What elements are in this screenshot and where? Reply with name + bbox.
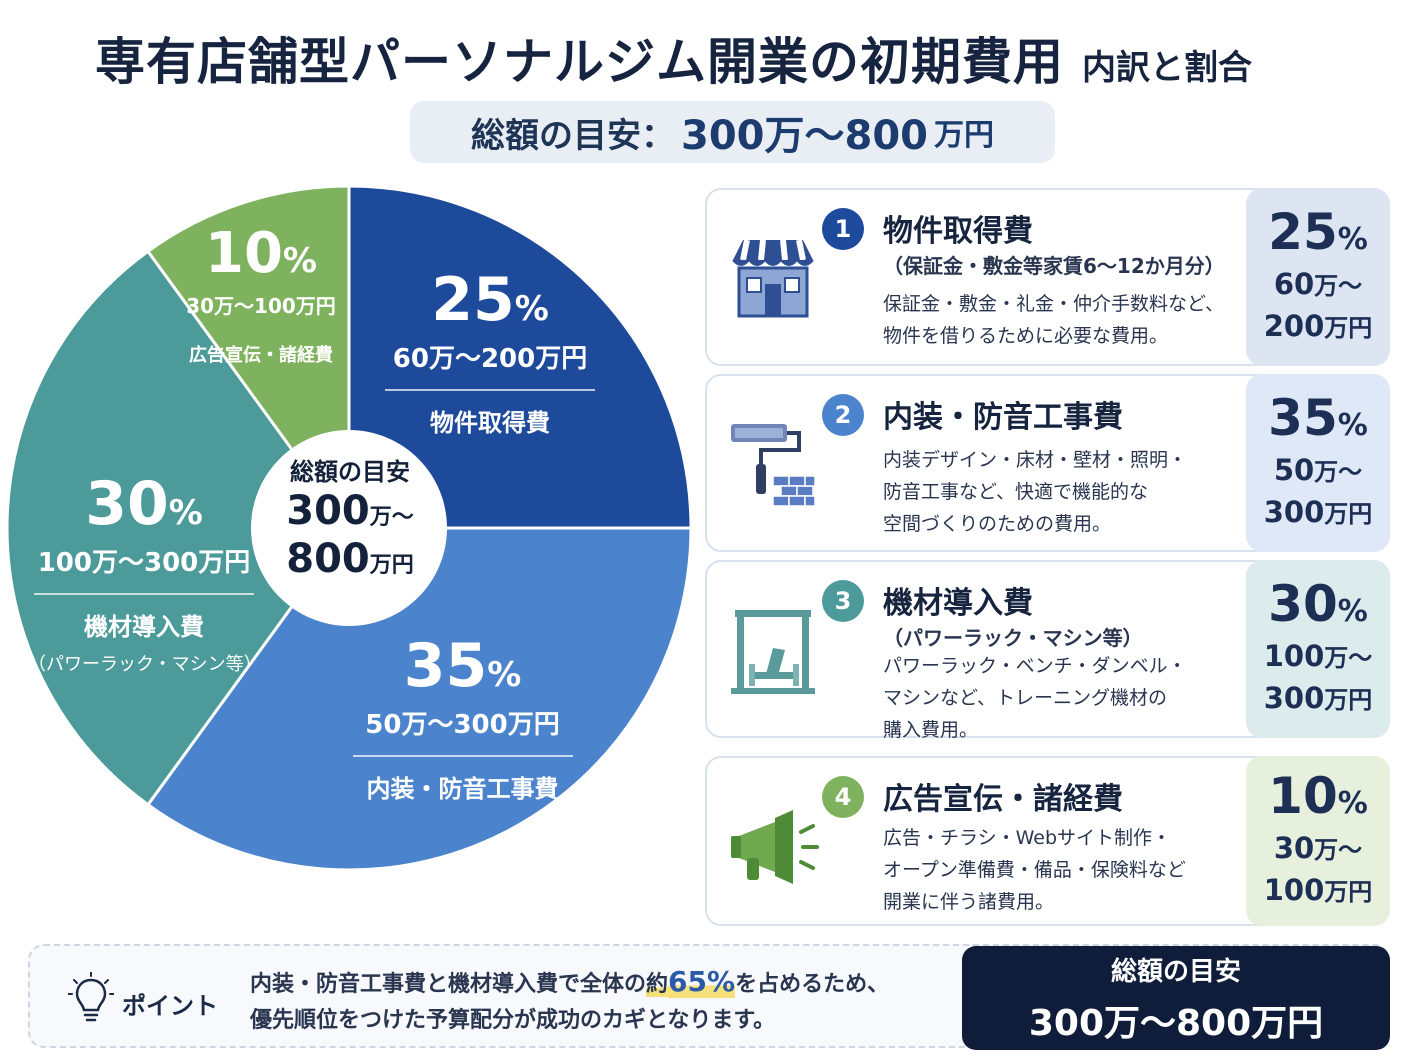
pie-slice-interior [145, 526, 693, 872]
card-title: 物件取得費 [883, 214, 1033, 249]
cost-card-advertising: 4 広告宣伝・諸経費 広告・チラシ・Webサイト制作・ オープン準備費・備品・保険… [705, 756, 1275, 926]
total-banner-unit: 万円 [934, 118, 994, 153]
pie-center-circle [251, 430, 447, 626]
card-title: 機材導入費 [883, 586, 1033, 621]
total-banner-label: 総額の目安： [471, 115, 675, 156]
slice-label-equipment: 30% 100万〜300万円 機材導入費 （パワーラック・マシン等） [28, 469, 262, 675]
card-number-badge: 1 [822, 208, 864, 250]
power-rack-icon [731, 610, 815, 694]
page-title: 専有店舗型パーソナルジム開業の初期費用 内訳と割合 [95, 22, 1395, 94]
pie-slice-equipment [5, 249, 351, 807]
percent-box-advertising: 10% 30万〜 100万円 [1246, 756, 1390, 926]
pie-chart [5, 184, 693, 872]
card-description: 広告・チラシ・Webサイト制作・ オープン準備費・備品・保険料など 開業に伴う諸費用… [883, 827, 1186, 913]
summary-total-box: 総額の目安 300万〜800万円 [962, 946, 1390, 1050]
cost-card-interior: 2 内装・防音工事費 内装デザイン・床材・壁材・照明・ 防音工事など、快適で機能的… [705, 374, 1275, 552]
slice-label-property: 25% 60万〜200万円 物件取得費 [380, 270, 600, 438]
card-title: 内装・防音工事費 [883, 400, 1123, 435]
pie-slice-advertising [145, 184, 351, 533]
total-banner: 総額の目安： 300万〜800 万円 [410, 101, 1055, 163]
highlight-65-percent: 65% [668, 965, 736, 998]
cost-card-equipment: 3 機材導入費 （パワーラック・マシン等） パワーラック・ベンチ・ダンベル・ マシ… [705, 560, 1275, 741]
card-subtitle: （保証金・敷金等家賃6〜12か月分） [883, 254, 1225, 278]
storefront-icon [732, 239, 814, 318]
card-description: パワーラック・ベンチ・ダンベル・ マシンなど、トレーニング機材の 購入費用。 [883, 655, 1187, 741]
percent-box-property: 25% 60万〜 200万円 [1246, 188, 1390, 366]
percent-box-equipment: 30% 100万〜 300万円 [1246, 560, 1390, 738]
card-title: 広告宣伝・諸経費 [883, 782, 1123, 817]
point-label: ポイント [122, 992, 218, 1020]
card-number-badge: 4 [822, 776, 864, 818]
summary-value: 300万〜800万円 [1028, 1002, 1324, 1044]
card-number-badge: 3 [822, 580, 864, 622]
paint-roller-icon [731, 424, 816, 507]
cost-card-property: 1 物件取得費 （保証金・敷金等家賃6〜12か月分） 保証金・敷金・礼金・仲介手… [705, 188, 1275, 366]
megaphone-icon [731, 810, 819, 884]
summary-label: 総額の目安 [1110, 956, 1241, 987]
point-message: 内装・防音工事費と機材導入費で全体の約65%を占めるため、 優先順位をつけた予算… [250, 965, 890, 1033]
slice-label-interior: 35% 50万〜300万円 内装・防音工事費 [350, 636, 575, 804]
title-sub: 内訳と割合 [1082, 48, 1252, 88]
card-subtitle: （パワーラック・マシン等） [883, 626, 1143, 650]
title-main: 専有店舗型パーソナルジム開業の初期費用 [95, 33, 1064, 91]
percent-box-interior: 35% 50万〜 300万円 [1246, 374, 1390, 552]
total-banner-amount: 300万〜800 [681, 113, 928, 159]
card-description: 内装デザイン・床材・壁材・照明・ 防音工事など、快適で機能的な 空間づくりのための費… [883, 449, 1188, 535]
card-description: 保証金・敷金・礼金・仲介手数料など、 物件を借りるために必要な費用。 [883, 293, 1225, 347]
lightbulb-icon [68, 972, 114, 1022]
pie-center-total: 総額の目安 300万〜 800万円 [286, 458, 414, 582]
card-number-badge: 2 [822, 394, 864, 436]
pie-slice-property [347, 184, 693, 530]
slice-label-advertising: 10% 30万〜100万円 広告宣伝・諸経費 [186, 221, 336, 367]
